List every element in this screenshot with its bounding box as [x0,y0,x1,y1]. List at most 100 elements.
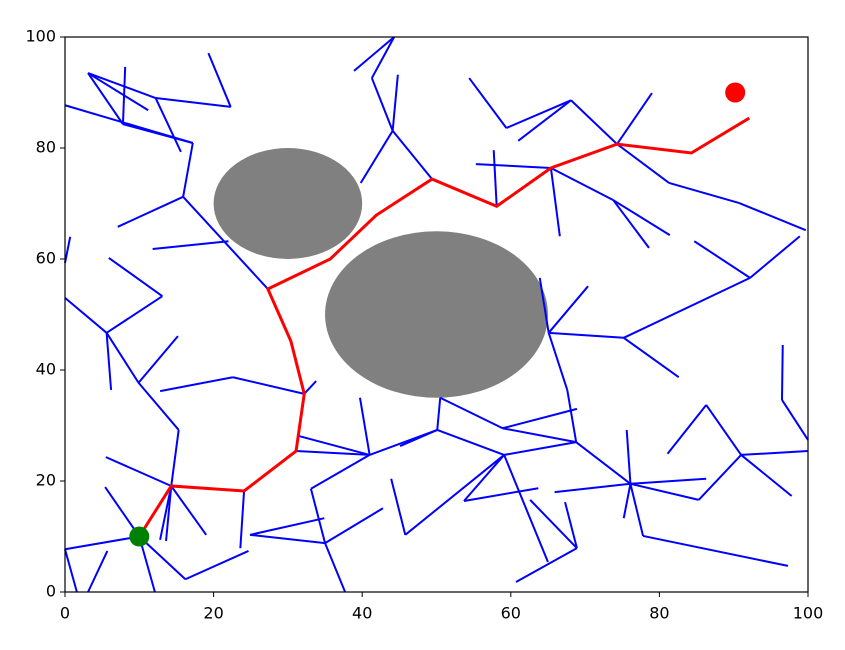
tree-edge [358,397,371,456]
tree-edge [566,389,578,443]
tree-edge [492,150,498,207]
tree-edge [64,548,78,593]
tree-edge [630,482,700,501]
tree-edge [391,130,433,180]
tree-edge [529,499,578,549]
x-tick-label: 80 [649,604,669,623]
x-tick-label: 20 [203,604,223,623]
tree-edge [207,52,232,108]
tree-edge [64,297,108,334]
tree-edge [64,236,72,264]
tree-edge [184,550,249,581]
obstacle [213,148,363,259]
tree-edge [502,427,577,444]
tree-edge [503,441,577,456]
path-line [138,116,751,538]
tree-edge [105,332,113,391]
tree-edge [170,485,207,536]
y-tick-label: 100 [25,27,56,46]
tree-edge [781,399,809,441]
tree-edge [436,429,505,456]
tree-edge [749,235,801,279]
tree-edge [550,167,614,202]
tree-edge [538,277,550,333]
tree-edge [741,450,809,456]
tree-edge [630,477,707,485]
tree-edge [623,336,680,379]
obstacle [325,231,548,398]
tree-edge [439,396,504,430]
tree-edge [106,295,163,334]
tree-edge [570,99,618,145]
x-tick-label: 40 [352,604,372,623]
tree-edge [249,533,326,545]
goal-point [725,82,746,103]
tree-edge [324,507,384,545]
tree-edge [159,376,234,393]
tree-edge [515,547,578,583]
tree-edge [612,199,671,236]
tree-edge [554,482,631,494]
y-tick-label: 40 [36,360,56,379]
y-tick-label: 80 [36,138,56,157]
tree-edge [502,407,578,430]
tree-edge [468,77,508,129]
tree-edge [564,501,578,549]
plot-frame [64,36,809,593]
tree-edge [105,332,140,384]
tree-edge [309,488,327,544]
tree-edge [353,36,395,72]
tree-edge [698,454,742,501]
y-tick-label: 60 [36,249,56,268]
tree-edge [249,517,325,536]
tree-edge [182,196,269,290]
tree-edge [463,487,539,502]
tree-edge [310,454,371,490]
tree-edge [547,285,589,334]
tree-edge [154,97,182,153]
tree-edge [232,376,305,395]
tree-edge [170,429,180,487]
tree-edge [121,66,127,125]
tree-edge [239,490,246,549]
tree-edge [625,429,632,484]
tree-edge [575,441,632,485]
tree-edge [64,535,140,551]
tree-edge [165,485,173,542]
tree-edge [404,454,505,536]
tree-edge [629,483,645,537]
tree-edge [666,404,707,455]
tree-edge [155,97,231,108]
tree-edge [436,397,442,431]
tree-edge [159,485,173,541]
tree-edge [399,429,438,447]
x-tick-label: 100 [793,604,824,623]
tree-edge [503,454,549,563]
tree-edge [475,163,551,169]
tree-edge [390,478,407,536]
tree-edge [693,240,751,279]
tree-edge [668,182,740,204]
y-tick-label: 20 [36,471,56,490]
y-tick-label: 0 [46,582,56,601]
tree-edge [740,454,793,497]
tree-edge [642,534,789,567]
tree-edge [182,142,194,198]
tree-edge [359,130,394,184]
tree-edge [105,456,172,487]
tree-edge [137,335,179,384]
tree-edge [117,195,184,228]
tree-edge [370,36,396,79]
tree-edge [108,257,163,297]
tree-edge [548,331,624,339]
start-point [129,526,150,547]
tree-edge [705,404,742,456]
tree-edge [391,74,399,131]
x-tick-label: 60 [501,604,521,623]
tree-edge [138,535,187,580]
tree-edge [296,450,370,456]
tree-edge [505,99,572,129]
tree-edge [623,276,751,339]
tree-edge [87,550,109,593]
